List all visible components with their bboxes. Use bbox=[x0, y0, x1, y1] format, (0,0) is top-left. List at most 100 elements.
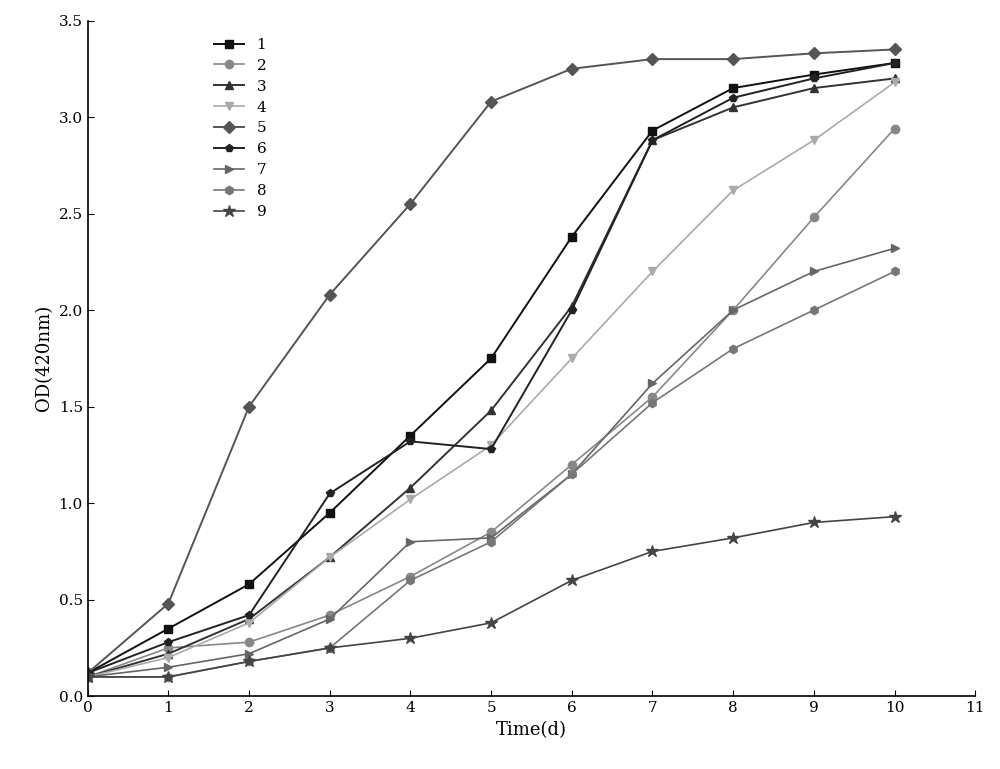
3 bbox=[485, 406, 497, 415]
5 bbox=[485, 97, 497, 106]
Line: 2: 2 bbox=[84, 125, 899, 681]
5 bbox=[243, 402, 255, 411]
6 bbox=[485, 444, 497, 454]
3 bbox=[727, 103, 739, 112]
8 bbox=[243, 657, 255, 666]
7 bbox=[485, 533, 497, 542]
7 bbox=[404, 537, 416, 546]
7 bbox=[727, 305, 739, 315]
5 bbox=[889, 45, 901, 54]
8 bbox=[889, 267, 901, 276]
1 bbox=[889, 58, 901, 68]
3 bbox=[243, 614, 255, 624]
7 bbox=[566, 470, 578, 479]
6 bbox=[404, 437, 416, 446]
Line: 5: 5 bbox=[84, 45, 899, 677]
1 bbox=[646, 126, 658, 135]
8 bbox=[404, 576, 416, 585]
3 bbox=[889, 74, 901, 83]
3 bbox=[82, 672, 94, 681]
9 bbox=[404, 634, 416, 643]
1 bbox=[162, 624, 174, 633]
2 bbox=[82, 672, 94, 681]
Line: 7: 7 bbox=[84, 244, 899, 681]
2 bbox=[485, 528, 497, 537]
6 bbox=[808, 74, 820, 83]
8 bbox=[324, 644, 336, 653]
6 bbox=[324, 489, 336, 498]
6 bbox=[162, 638, 174, 647]
2 bbox=[162, 644, 174, 653]
4 bbox=[889, 78, 901, 87]
9 bbox=[566, 576, 578, 585]
4 bbox=[162, 653, 174, 662]
3 bbox=[404, 483, 416, 492]
7 bbox=[324, 614, 336, 624]
9 bbox=[889, 512, 901, 521]
4 bbox=[485, 441, 497, 450]
2 bbox=[404, 572, 416, 581]
1 bbox=[82, 668, 94, 677]
1 bbox=[566, 232, 578, 241]
6 bbox=[243, 611, 255, 620]
2 bbox=[324, 611, 336, 620]
Y-axis label: OD(420nm): OD(420nm) bbox=[35, 305, 53, 411]
7 bbox=[162, 663, 174, 672]
2 bbox=[566, 460, 578, 469]
6 bbox=[727, 93, 739, 102]
4 bbox=[243, 618, 255, 628]
4 bbox=[82, 672, 94, 681]
9 bbox=[324, 644, 336, 653]
5 bbox=[808, 48, 820, 58]
3 bbox=[162, 649, 174, 658]
X-axis label: Time(d): Time(d) bbox=[496, 721, 567, 738]
9 bbox=[243, 657, 255, 666]
2 bbox=[646, 392, 658, 401]
4 bbox=[566, 354, 578, 363]
8 bbox=[82, 672, 94, 681]
9 bbox=[808, 518, 820, 527]
1 bbox=[485, 354, 497, 363]
5 bbox=[727, 55, 739, 64]
Line: 4: 4 bbox=[84, 78, 899, 681]
3 bbox=[646, 135, 658, 145]
7 bbox=[646, 379, 658, 388]
2 bbox=[727, 305, 739, 315]
8 bbox=[162, 672, 174, 681]
Line: 1: 1 bbox=[84, 58, 899, 677]
1 bbox=[727, 84, 739, 93]
8 bbox=[566, 470, 578, 479]
3 bbox=[808, 84, 820, 93]
Legend: 1, 2, 3, 4, 5, 6, 7, 8, 9: 1, 2, 3, 4, 5, 6, 7, 8, 9 bbox=[211, 35, 269, 222]
2 bbox=[808, 213, 820, 222]
4 bbox=[404, 494, 416, 504]
9 bbox=[82, 672, 94, 681]
2 bbox=[889, 124, 901, 133]
3 bbox=[324, 553, 336, 562]
1 bbox=[808, 70, 820, 79]
6 bbox=[889, 58, 901, 68]
5 bbox=[404, 199, 416, 208]
8 bbox=[646, 398, 658, 408]
5 bbox=[646, 55, 658, 64]
8 bbox=[808, 305, 820, 315]
4 bbox=[324, 553, 336, 562]
Line: 3: 3 bbox=[84, 75, 899, 681]
5 bbox=[566, 64, 578, 73]
2 bbox=[243, 638, 255, 647]
9 bbox=[485, 618, 497, 628]
5 bbox=[162, 599, 174, 608]
4 bbox=[808, 135, 820, 145]
7 bbox=[243, 649, 255, 658]
9 bbox=[162, 672, 174, 681]
1 bbox=[243, 580, 255, 589]
4 bbox=[727, 186, 739, 195]
5 bbox=[82, 668, 94, 677]
7 bbox=[889, 244, 901, 253]
6 bbox=[82, 668, 94, 677]
9 bbox=[646, 547, 658, 556]
9 bbox=[727, 533, 739, 542]
Line: 9: 9 bbox=[81, 511, 901, 683]
6 bbox=[566, 305, 578, 315]
1 bbox=[404, 431, 416, 440]
